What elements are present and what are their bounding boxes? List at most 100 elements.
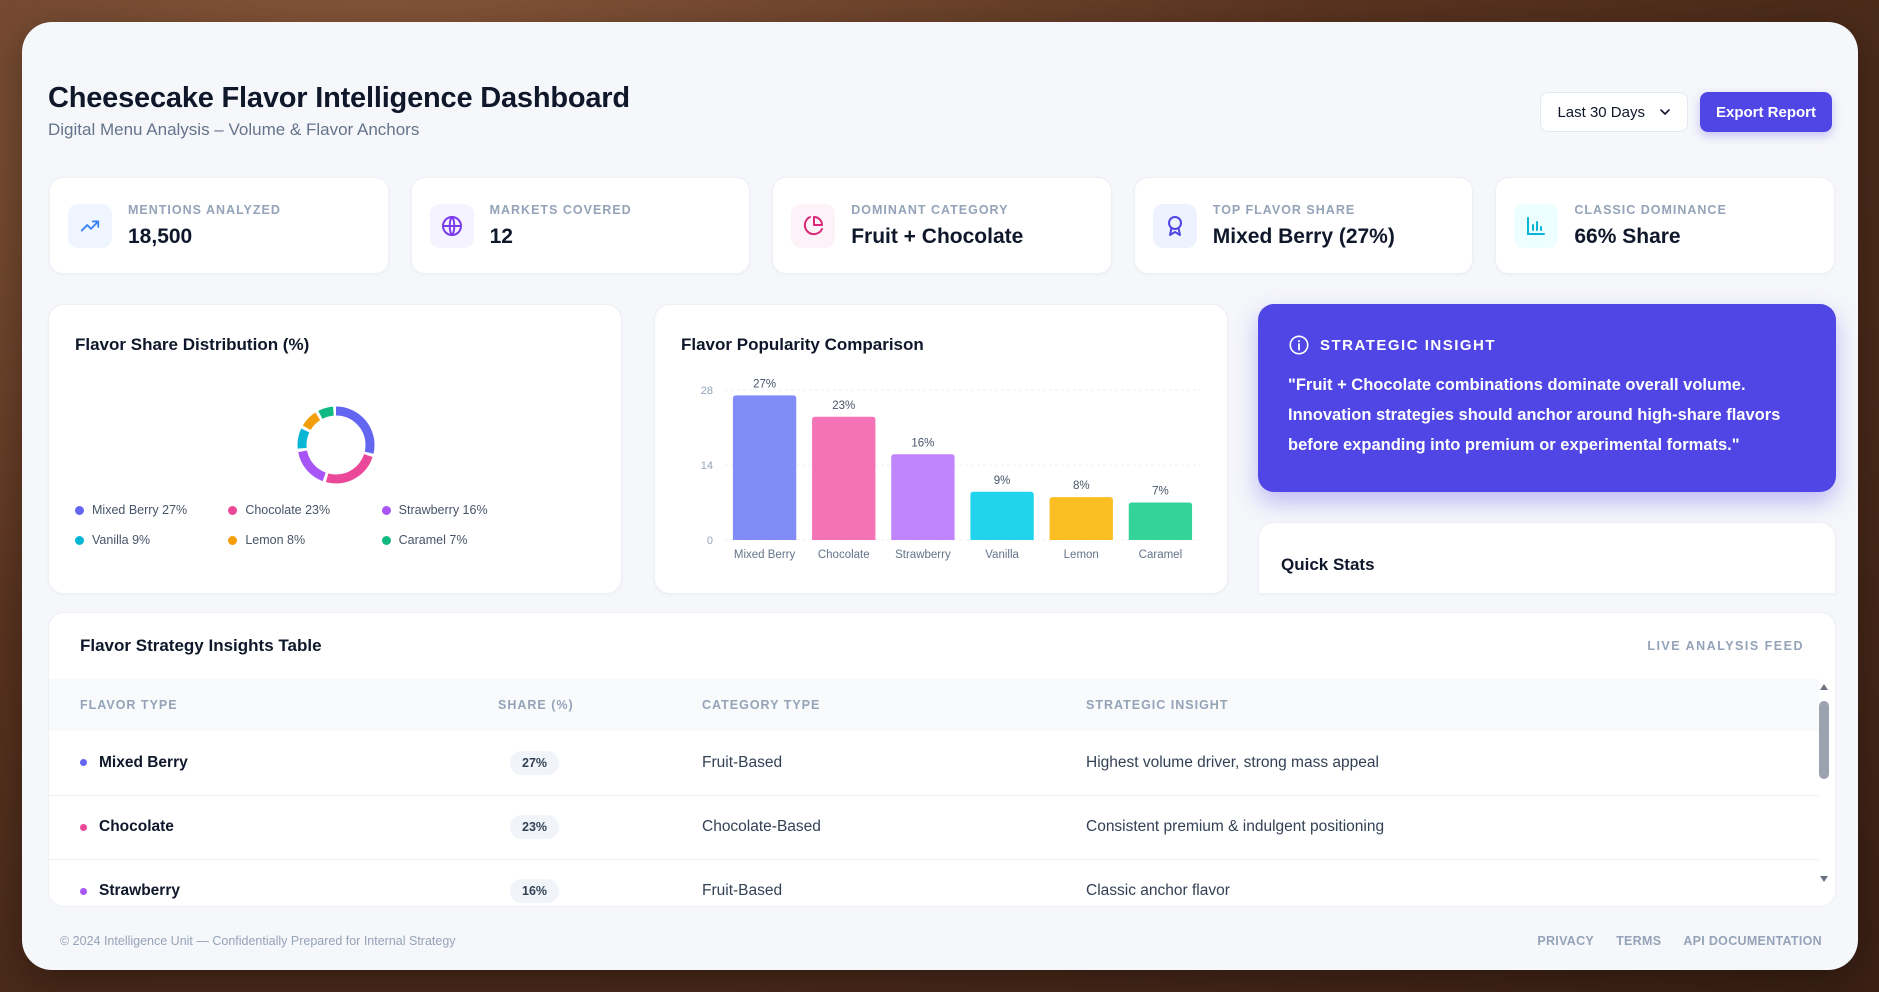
- x-tick-label: Vanilla: [985, 549, 1019, 561]
- kpi-row: MENTIONS ANALYZED 18,500 MARKETS COVERED…: [49, 177, 1835, 274]
- legend-label: Vanilla 9%: [92, 533, 151, 547]
- kpi-label: CLASSIC DOMINANCE: [1574, 202, 1727, 217]
- category-cell: Fruit-Based: [671, 859, 1055, 906]
- column-header[interactable]: STRATEGIC INSIGHT: [1055, 679, 1819, 731]
- category-cell: Fruit-Based: [671, 731, 1055, 796]
- flavor-share-card: Flavor Share Distribution (%) Mixed Berr…: [48, 304, 622, 594]
- scroll-thumb[interactable]: [1819, 701, 1829, 779]
- share-pill: 16%: [510, 879, 560, 903]
- kpi-card-classic: CLASSIC DOMINANCE 66% Share: [1495, 177, 1835, 274]
- donut-slice-mixed-berry[interactable]: [297, 406, 375, 484]
- legend-item[interactable]: Chocolate 23%: [228, 503, 381, 517]
- column-header[interactable]: FLAVOR TYPE: [49, 679, 467, 731]
- legend-label: Mixed Berry 27%: [92, 503, 188, 517]
- donut-legend: Mixed Berry 27% Chocolate 23% Strawberry 1…: [75, 503, 535, 547]
- kpi-label: MARKETS COVERED: [489, 202, 632, 217]
- legend-label: Strawberry 16%: [398, 503, 488, 517]
- legend-item[interactable]: Vanilla 9%: [75, 533, 228, 547]
- page-subtitle: Digital Menu Analysis – Volume & Flavor …: [48, 120, 420, 139]
- kpi-card-mentions: MENTIONS ANALYZED 18,500: [49, 177, 389, 274]
- legend-dot: [228, 505, 238, 515]
- column-header[interactable]: SHARE (%): [467, 679, 671, 731]
- y-tick-label: 14: [701, 460, 713, 472]
- table-row[interactable]: Chocolate 23% Chocolate-Based Consistent…: [49, 795, 1819, 860]
- insight-heading: STRATEGIC INSIGHT: [1288, 334, 1806, 356]
- legend-item[interactable]: Lemon 8%: [228, 533, 381, 547]
- legend-dot: [381, 505, 391, 515]
- insight-cell: Classic anchor flavor: [1055, 859, 1819, 906]
- legend-item[interactable]: Strawberry 16%: [381, 503, 535, 517]
- x-tick-label: Mixed Berry: [734, 549, 796, 561]
- donut-slice-chocolate[interactable]: [297, 406, 375, 484]
- header-actions: Last 30 Days Export Report: [1540, 92, 1832, 132]
- bar-mixed-berry[interactable]: [732, 395, 797, 540]
- flavor-name: Strawberry: [99, 882, 180, 899]
- bar-chart: 28 14 0 27% Mixed Berry 23% Chocolate 16% Strawb…: [701, 378, 1200, 561]
- legend-label: Caramel 7%: [398, 533, 468, 547]
- column-header[interactable]: CATEGORY TYPE: [671, 679, 1055, 731]
- bar-lemon[interactable]: [1049, 497, 1113, 540]
- date-range-select[interactable]: Last 30 Days: [1540, 92, 1688, 132]
- footer-links: PRIVACY TERMS API DOCUMENTATION: [1537, 934, 1822, 948]
- insight-cell: Highest volume driver, strong mass appea…: [1055, 731, 1819, 796]
- bar-data-label: 16%: [911, 437, 934, 449]
- flavor-name: Chocolate: [99, 818, 174, 835]
- insight-cell: Consistent premium & indulgent positioni…: [1055, 795, 1819, 860]
- bar-data-label: 27%: [753, 378, 776, 390]
- bar-caramel[interactable]: [1128, 502, 1193, 541]
- table-header-row: FLAVOR TYPE SHARE (%) CATEGORY TYPE STRA…: [49, 679, 1819, 731]
- insight-text: "Fruit + Chocolate combinations dominate…: [1288, 376, 1781, 454]
- globe-icon: [429, 203, 474, 248]
- legend-item[interactable]: Caramel 7%: [381, 533, 535, 547]
- card-title: Flavor Popularity Comparison: [681, 335, 924, 354]
- export-report-button[interactable]: Export Report: [1699, 92, 1832, 132]
- bar-data-label: 23%: [832, 400, 855, 412]
- table-title: Flavor Strategy Insights Table: [80, 636, 322, 655]
- kpi-label: MENTIONS ANALYZED: [128, 202, 281, 217]
- legend-dot: [228, 535, 238, 545]
- bar-vanilla[interactable]: [970, 491, 1034, 540]
- legend-dot: [381, 535, 391, 545]
- strategy-table: FLAVOR TYPE SHARE (%) CATEGORY TYPE STRA…: [49, 679, 1819, 906]
- y-tick-label: 28: [701, 385, 713, 397]
- bar-chocolate[interactable]: [812, 416, 876, 540]
- bar-strawberry[interactable]: [891, 454, 955, 540]
- footer-link-api-docs[interactable]: API DOCUMENTATION: [1683, 934, 1822, 948]
- table-scrollbar[interactable]: [1819, 683, 1829, 883]
- quick-stats-title: Quick Stats: [1281, 555, 1375, 574]
- card-title: Flavor Share Distribution (%): [75, 335, 310, 354]
- chevron-down-icon: [1660, 109, 1670, 116]
- footer-link-privacy[interactable]: PRIVACY: [1537, 934, 1595, 948]
- copyright-text: © 2024 Intelligence Unit — Confidentiall…: [60, 934, 456, 948]
- legend-dot: [75, 505, 84, 515]
- kpi-value: 12: [489, 224, 513, 248]
- date-range-label: Last 30 Days: [1557, 103, 1645, 121]
- table-row[interactable]: Strawberry 16% Fruit-Based Classic ancho…: [49, 859, 1819, 906]
- award-icon: [1152, 203, 1197, 248]
- share-pill: 23%: [510, 815, 560, 839]
- legend-label: Lemon 8%: [245, 533, 306, 547]
- kpi-card-category: DOMINANT CATEGORY Fruit + Chocolate: [772, 177, 1112, 274]
- flavor-popularity-card: Flavor Popularity Comparison 28 14 0 27% Mix…: [654, 304, 1228, 594]
- info-icon: [1289, 335, 1309, 355]
- insight-heading-text: STRATEGIC INSIGHT: [1320, 336, 1497, 354]
- page-header: Cheesecake Flavor Intelligence Dashboard…: [48, 82, 1832, 152]
- bar-data-label: 9%: [994, 475, 1011, 487]
- legend-item[interactable]: Mixed Berry 27%: [75, 503, 228, 517]
- x-tick-label: Strawberry: [895, 549, 951, 561]
- flavor-dot: [80, 823, 87, 831]
- bar-data-label: 7%: [1152, 486, 1169, 498]
- scroll-up-icon[interactable]: [1819, 683, 1829, 691]
- scroll-down-icon[interactable]: [1819, 875, 1829, 883]
- pie-chart-icon: [791, 203, 836, 248]
- flavor-name: Mixed Berry: [99, 753, 188, 771]
- page-title: Cheesecake Flavor Intelligence Dashboard: [48, 82, 630, 114]
- table-row[interactable]: Mixed Berry 27% Fruit-Based Highest volu…: [49, 731, 1819, 796]
- footer-link-terms[interactable]: TERMS: [1616, 934, 1662, 948]
- kpi-card-markets: MARKETS COVERED 12: [410, 177, 751, 274]
- donut-slice-vanilla[interactable]: [297, 406, 375, 484]
- table-scroll-area[interactable]: FLAVOR TYPE SHARE (%) CATEGORY TYPE STRA…: [49, 679, 1835, 906]
- y-tick-label: 0: [707, 535, 713, 547]
- x-tick-label: Caramel: [1139, 549, 1182, 561]
- share-pill: 27%: [510, 750, 560, 775]
